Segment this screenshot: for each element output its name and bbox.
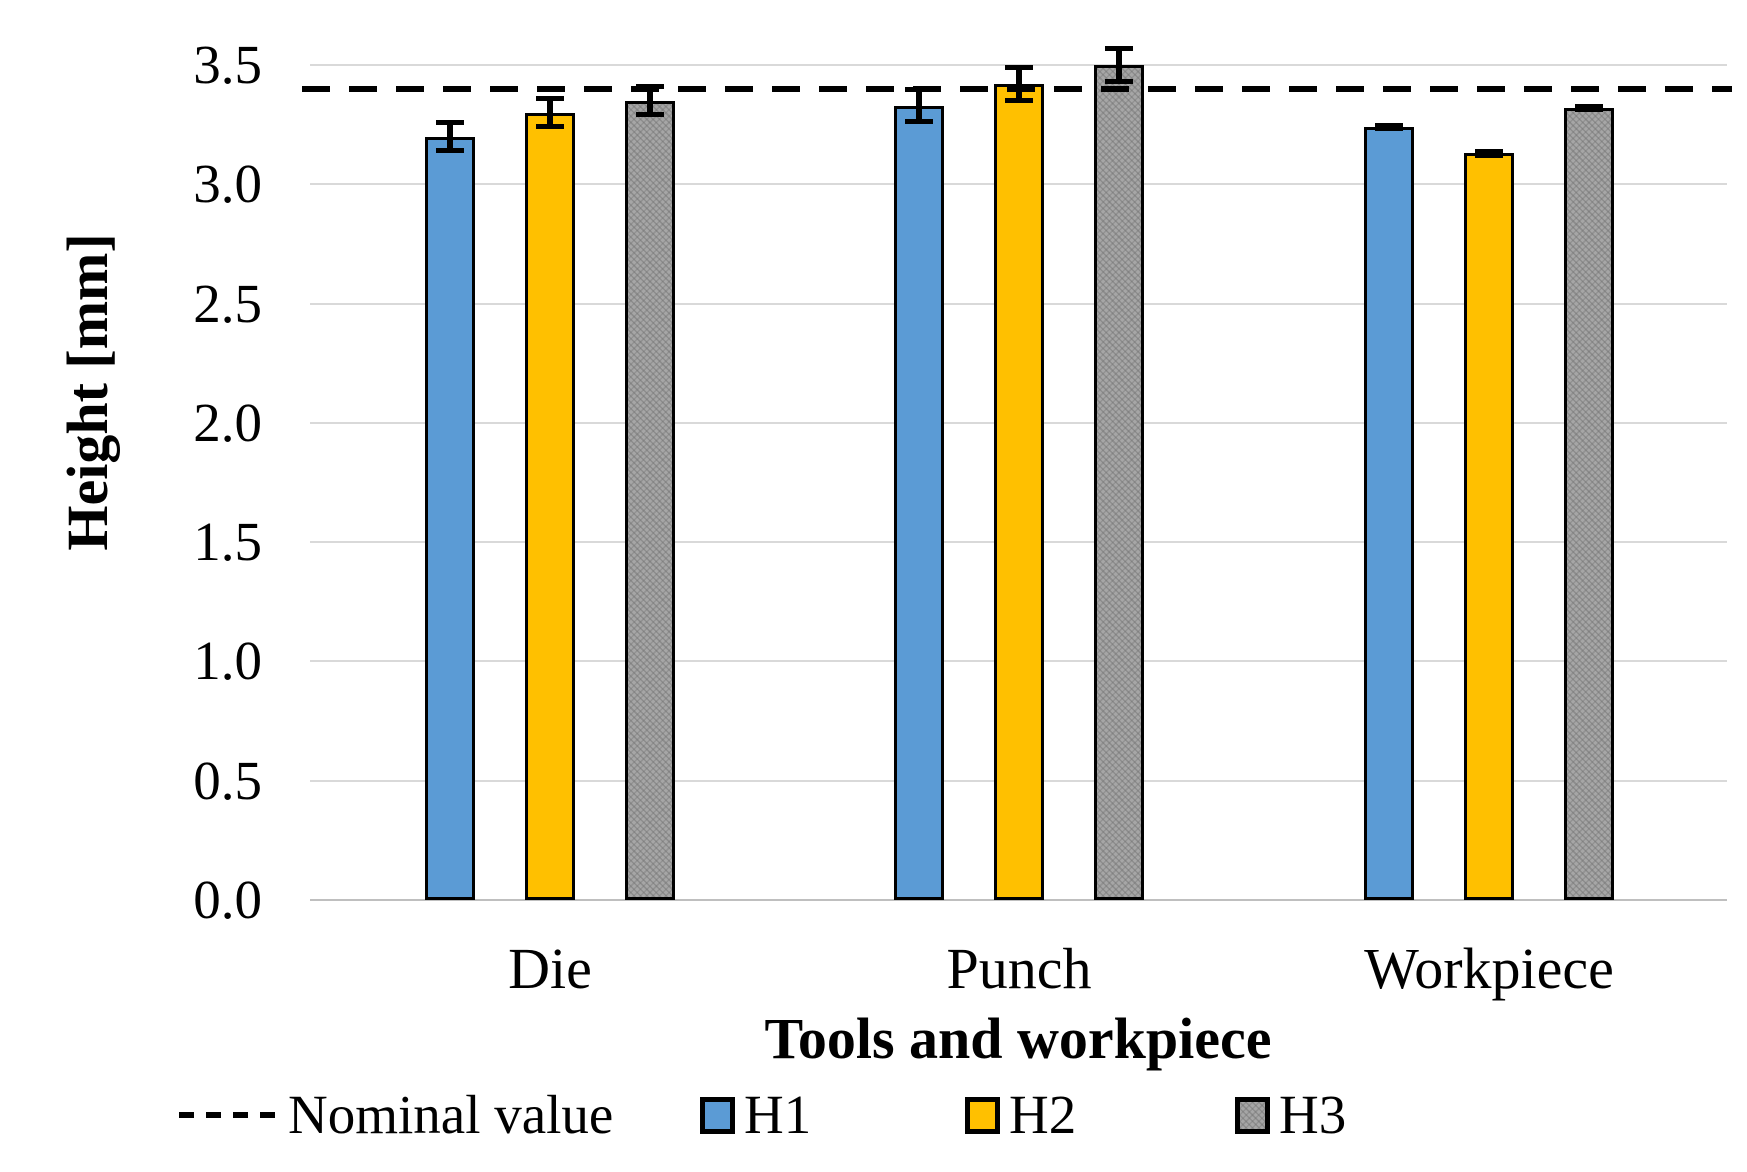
error-bar-h3-punch-cap-top	[1105, 46, 1133, 52]
error-bar-h3-punch	[1116, 48, 1122, 82]
error-bar-h1-die-cap-bottom	[436, 147, 464, 153]
bar-h1-punch	[894, 105, 944, 900]
y-tick-label-3.5: 3.5	[193, 34, 262, 95]
y-tick-label-1.0: 1.0	[193, 630, 262, 692]
legend-swatch-h1	[700, 1097, 735, 1134]
bar-h3-die	[625, 100, 675, 900]
y-tick-label-0.0: 0.0	[193, 869, 262, 930]
bar-h2-workpiece	[1464, 153, 1514, 900]
y-tick-label-2.0: 2.0	[193, 391, 262, 453]
legend-label-h2: H2	[1009, 1084, 1077, 1145]
legend-swatch-h3	[1235, 1097, 1270, 1134]
error-bar-h1-workpiece-cap-top	[1375, 122, 1403, 128]
bar-h1-die	[425, 136, 475, 900]
bar-h3-punch	[1094, 65, 1144, 900]
bar-h1-workpiece	[1364, 127, 1414, 900]
bar-h2-punch	[994, 84, 1044, 900]
error-bar-h2-punch-cap-bottom	[1005, 97, 1033, 103]
bar-h2-die	[525, 112, 575, 900]
legend-label-nominal: Nominal value	[288, 1084, 614, 1145]
error-bar-h3-workpiece-cap-top	[1575, 103, 1603, 109]
error-bar-h2-punch-cap-top	[1005, 65, 1033, 71]
error-bar-h3-die	[647, 86, 653, 116]
legend-label-h3: H3	[1279, 1084, 1347, 1145]
y-tick-label-0.5: 0.5	[193, 749, 262, 811]
error-bar-h3-die-cap-bottom	[636, 112, 664, 118]
y-tick-label-1.5: 1.5	[193, 511, 262, 573]
error-bar-h3-punch-cap-bottom	[1105, 78, 1133, 84]
gridline-3.5	[310, 64, 1727, 66]
error-bar-h2-punch	[1016, 67, 1022, 101]
error-bar-h1-workpiece-cap-bottom	[1375, 126, 1403, 132]
category-label-workpiece: Workpiece	[1364, 936, 1614, 1001]
nominal-value-line	[302, 85, 1732, 92]
legend-swatch-h2	[965, 1097, 1000, 1134]
error-bar-h1-die	[447, 122, 453, 151]
error-bar-h2-die	[547, 98, 553, 128]
error-bar-h2-workpiece-cap-top	[1475, 148, 1503, 154]
nominal-line-legend-sample	[179, 1112, 281, 1118]
error-bar-h1-punch-cap-bottom	[905, 119, 933, 125]
error-bar-h2-workpiece-cap-bottom	[1475, 152, 1503, 158]
error-bar-h2-die-cap-top	[536, 96, 564, 102]
error-bar-h1-punch	[916, 88, 922, 123]
x-axis-title: Tools and workpiece	[764, 1006, 1272, 1071]
legend-label-h1: H1	[744, 1084, 812, 1145]
y-tick-label-3.0: 3.0	[193, 153, 262, 215]
error-bar-h1-die-cap-top	[436, 120, 464, 126]
gridline-0.0	[310, 899, 1727, 901]
y-axis-title: Height [mm]	[55, 233, 120, 551]
category-label-punch: Punch	[946, 936, 1092, 1001]
error-bar-h2-die-cap-bottom	[536, 124, 564, 130]
category-label-die: Die	[508, 936, 592, 1001]
bar-h3-workpiece	[1564, 107, 1614, 900]
error-bar-h3-workpiece-cap-bottom	[1575, 107, 1603, 113]
y-tick-label-2.5: 2.5	[193, 272, 262, 334]
